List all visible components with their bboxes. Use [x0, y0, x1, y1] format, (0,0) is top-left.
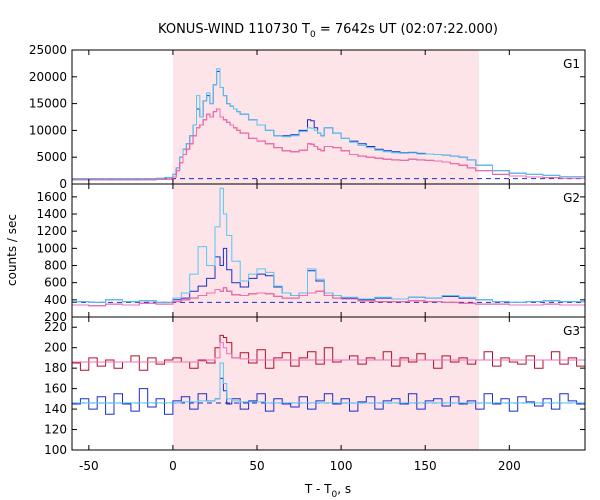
highlight-interval	[172, 184, 480, 317]
y-tick-label: 800	[44, 259, 67, 273]
highlight-interval	[172, 317, 480, 450]
y-tick-label: 15000	[29, 97, 67, 111]
y-tick-label: 600	[44, 276, 67, 290]
panel-g3: 100 120 140 160 180 200 220 G3	[44, 316, 586, 457]
series-light-blue	[72, 362, 585, 404]
y-tick-label: 160	[44, 382, 67, 396]
y-tick-label: 10000	[29, 123, 67, 137]
panel-g1: 0 5000 10000 15000 20000 25000 G1	[29, 43, 586, 191]
y-tick-label: 5000	[36, 150, 67, 164]
y-tick-label: 20000	[29, 70, 67, 84]
series-pink	[72, 342, 585, 363]
panel-label: G1	[563, 57, 580, 71]
y-axis-label: counts / sec	[5, 214, 19, 286]
y-tick-label: 180	[44, 361, 67, 375]
x-tick-label: 150	[414, 459, 437, 473]
y-tick-label: 0	[59, 177, 67, 191]
y-tick-label: 1400	[36, 207, 67, 221]
y-tick-label: 1200	[36, 224, 67, 238]
y-tick-label: 1600	[36, 190, 67, 204]
highlight-interval	[172, 50, 480, 184]
y-tick-label: 100	[44, 443, 67, 457]
panel-g2: 200 400 600 800 1000 1200 1400 1600 G2	[36, 183, 586, 324]
series-dark-blue	[72, 377, 586, 415]
y-tick-label: 200	[44, 341, 67, 355]
x-tick-label: -50	[79, 459, 99, 473]
x-tick-label: 200	[498, 459, 521, 473]
x-tick-label: 0	[169, 459, 177, 473]
x-axis-label: T - T0, s	[304, 482, 351, 500]
y-tick-label: 25000	[29, 43, 67, 57]
x-tick-label: 50	[249, 459, 264, 473]
chart-title: KONUS-WIND 110730 T0 = 7642s UT (02:07:2…	[158, 22, 498, 40]
y-tick-label: 1000	[36, 241, 67, 255]
series-light-blue	[72, 187, 586, 303]
y-tick-label: 220	[44, 320, 67, 334]
panel-label: G3	[563, 324, 580, 338]
series-dark-red	[72, 334, 586, 371]
y-tick-label: 400	[44, 293, 67, 307]
x-tick-label: 100	[330, 459, 353, 473]
y-tick-label: 140	[44, 402, 67, 416]
panel-label: G2	[563, 191, 580, 205]
panel-frame	[71, 316, 586, 451]
series-light-blue	[72, 68, 586, 180]
series-pink	[72, 108, 586, 181]
y-tick-label: 200	[44, 310, 67, 324]
series-pink	[72, 287, 586, 307]
y-tick-label: 120	[44, 423, 67, 437]
